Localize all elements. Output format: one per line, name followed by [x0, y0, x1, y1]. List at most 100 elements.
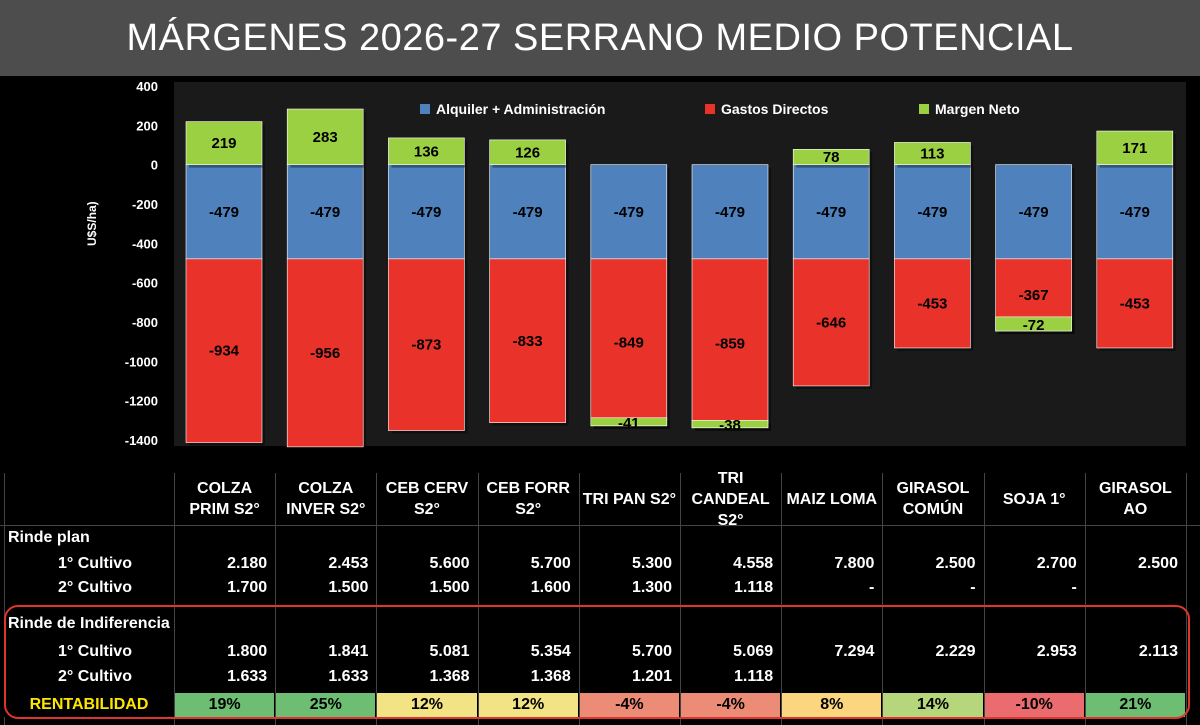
label-margen: 283	[313, 129, 338, 146]
column-header: CEB CERV S2°	[385, 480, 469, 518]
cell-rinde-plan-1: 5.600	[429, 555, 470, 572]
grid-vline	[4, 473, 5, 725]
row-label-rinde-plan: Rinde plan	[8, 529, 90, 546]
grid-vline	[275, 473, 277, 725]
cell-rentabilidad: 12%	[478, 693, 578, 717]
bar-alquiler	[286, 164, 364, 260]
cell-rinde-plan-1: 2.500	[935, 555, 976, 572]
cell-rinde-plan-2: 1.118	[734, 579, 774, 596]
cell-rentabilidad: -10%	[984, 693, 1084, 717]
row-label-cultivo1: 1° Cultivo	[58, 555, 132, 572]
grid-vline	[1186, 473, 1187, 725]
cell-indiferencia-1: 2.229	[935, 643, 976, 660]
label-margen: 78	[823, 149, 840, 166]
label-margen: 113	[920, 146, 944, 163]
cell-indiferencia-1: 7.294	[834, 643, 875, 660]
y-tick-label: 0	[151, 158, 158, 173]
bar-margen	[691, 420, 769, 429]
label-alquiler: -479	[917, 204, 947, 221]
cell-rentabilidad: 25%	[276, 693, 376, 717]
bar-gastos	[1096, 258, 1174, 349]
label-alquiler: -479	[513, 204, 543, 221]
y-tick-label: -800	[132, 315, 158, 330]
bar-alquiler	[590, 164, 668, 260]
bar-margen	[995, 316, 1072, 332]
y-tick-label: 400	[136, 79, 158, 94]
cell-rinde-plan-1: 2.500	[1137, 555, 1178, 572]
legend-label: Alquiler + Administración	[436, 101, 605, 117]
cell-indiferencia-1: 1.841	[328, 643, 369, 660]
column-header: SOJA 1°	[1002, 490, 1066, 508]
legend-label: Gastos Directos	[721, 101, 829, 117]
label-gastos: -833	[513, 333, 543, 350]
cell-rentabilidad: 14%	[883, 693, 983, 717]
cell-indiferencia-1: 5.700	[631, 643, 672, 660]
cell-indiferencia-2: 1.118	[734, 668, 774, 685]
column-header: TRI CANDEAL S2°	[691, 469, 770, 529]
cell-rinde-plan-1: 2.180	[227, 555, 268, 572]
column-header: COLZA PRIM S2°	[189, 480, 260, 518]
row-label-cultivo1: 1° Cultivo	[58, 643, 132, 660]
grid-vline	[376, 473, 378, 725]
bar-alquiler	[489, 164, 566, 260]
cell-indiferencia-1: 5.354	[530, 643, 571, 660]
bar-alquiler	[894, 164, 971, 260]
cell-rentabilidad: -4%	[579, 693, 679, 717]
y-tick-label: -600	[132, 276, 158, 291]
cell-indiferencia-2: 1.633	[328, 668, 369, 685]
bar-margen	[388, 137, 465, 165]
bar-alquiler	[995, 164, 1072, 260]
label-margen: 171	[1122, 140, 1147, 157]
page-title: MÁRGENES 2026-27 SERRANO MEDIO POTENCIAL	[126, 16, 1074, 59]
title-bar: MÁRGENES 2026-27 SERRANO MEDIO POTENCIAL	[0, 0, 1200, 76]
label-margen: -72	[1023, 317, 1045, 334]
label-gastos: -453	[1120, 295, 1150, 312]
bar-margen	[185, 121, 263, 165]
bar-margen	[489, 139, 566, 165]
bar-alquiler	[1096, 164, 1174, 260]
bar-margen	[792, 149, 870, 165]
label-gastos: -859	[715, 335, 745, 352]
grid-hline	[0, 525, 1200, 526]
cell-rentabilidad: 19%	[175, 693, 275, 717]
grid-vline	[680, 473, 681, 725]
row-label-cultivo2: 2° Cultivo	[58, 668, 132, 685]
row-label-rinde-indiferencia: Rinde de Indiferencia	[8, 615, 170, 632]
label-alquiler: -479	[816, 204, 846, 221]
legend-swatch	[420, 104, 430, 114]
cell-rinde-plan-2: 1.500	[429, 579, 470, 596]
cell-rinde-plan-1: 5.300	[631, 555, 672, 572]
y-tick-label: -200	[132, 197, 158, 212]
indiferencia-highlight-box	[4, 605, 1190, 719]
bar-alquiler	[691, 164, 769, 260]
column-header: TRI PAN S2°	[582, 490, 676, 508]
label-alquiler: -479	[310, 204, 340, 221]
column-header: GIRASOL AO	[1098, 480, 1172, 518]
label-alquiler: -479	[715, 204, 745, 221]
bar-alquiler	[388, 164, 465, 260]
label-gastos: -849	[614, 334, 644, 351]
cell-rinde-plan-1: 5.700	[530, 555, 571, 572]
y-tick-label: -1400	[125, 433, 158, 448]
bar-gastos	[894, 258, 971, 349]
cell-indiferencia-1: 2.953	[1036, 643, 1077, 660]
label-gastos: -956	[310, 345, 340, 362]
legend-swatch	[919, 104, 929, 114]
y-tick-label: -1200	[125, 394, 158, 409]
grid-vline	[578, 473, 580, 725]
cell-indiferencia-2: 1.633	[227, 668, 268, 685]
grid-vline	[174, 473, 175, 725]
grid-vline	[882, 473, 884, 725]
bar-gastos	[691, 258, 769, 429]
legend-swatch	[705, 104, 715, 114]
label-alquiler: -479	[614, 204, 644, 221]
label-gastos: -873	[411, 337, 441, 354]
cell-rinde-plan-2: 1.700	[227, 579, 268, 596]
cell-rinde-plan-2: -	[869, 579, 875, 596]
column-header: GIRASOL COMÚN	[896, 480, 970, 518]
bar-margen	[1096, 130, 1174, 165]
y-tick-label: -1000	[125, 354, 158, 369]
row-label-cultivo2: 2° Cultivo	[58, 579, 132, 596]
cell-rinde-plan-1: 7.800	[834, 555, 875, 572]
grid-vline	[983, 473, 985, 725]
